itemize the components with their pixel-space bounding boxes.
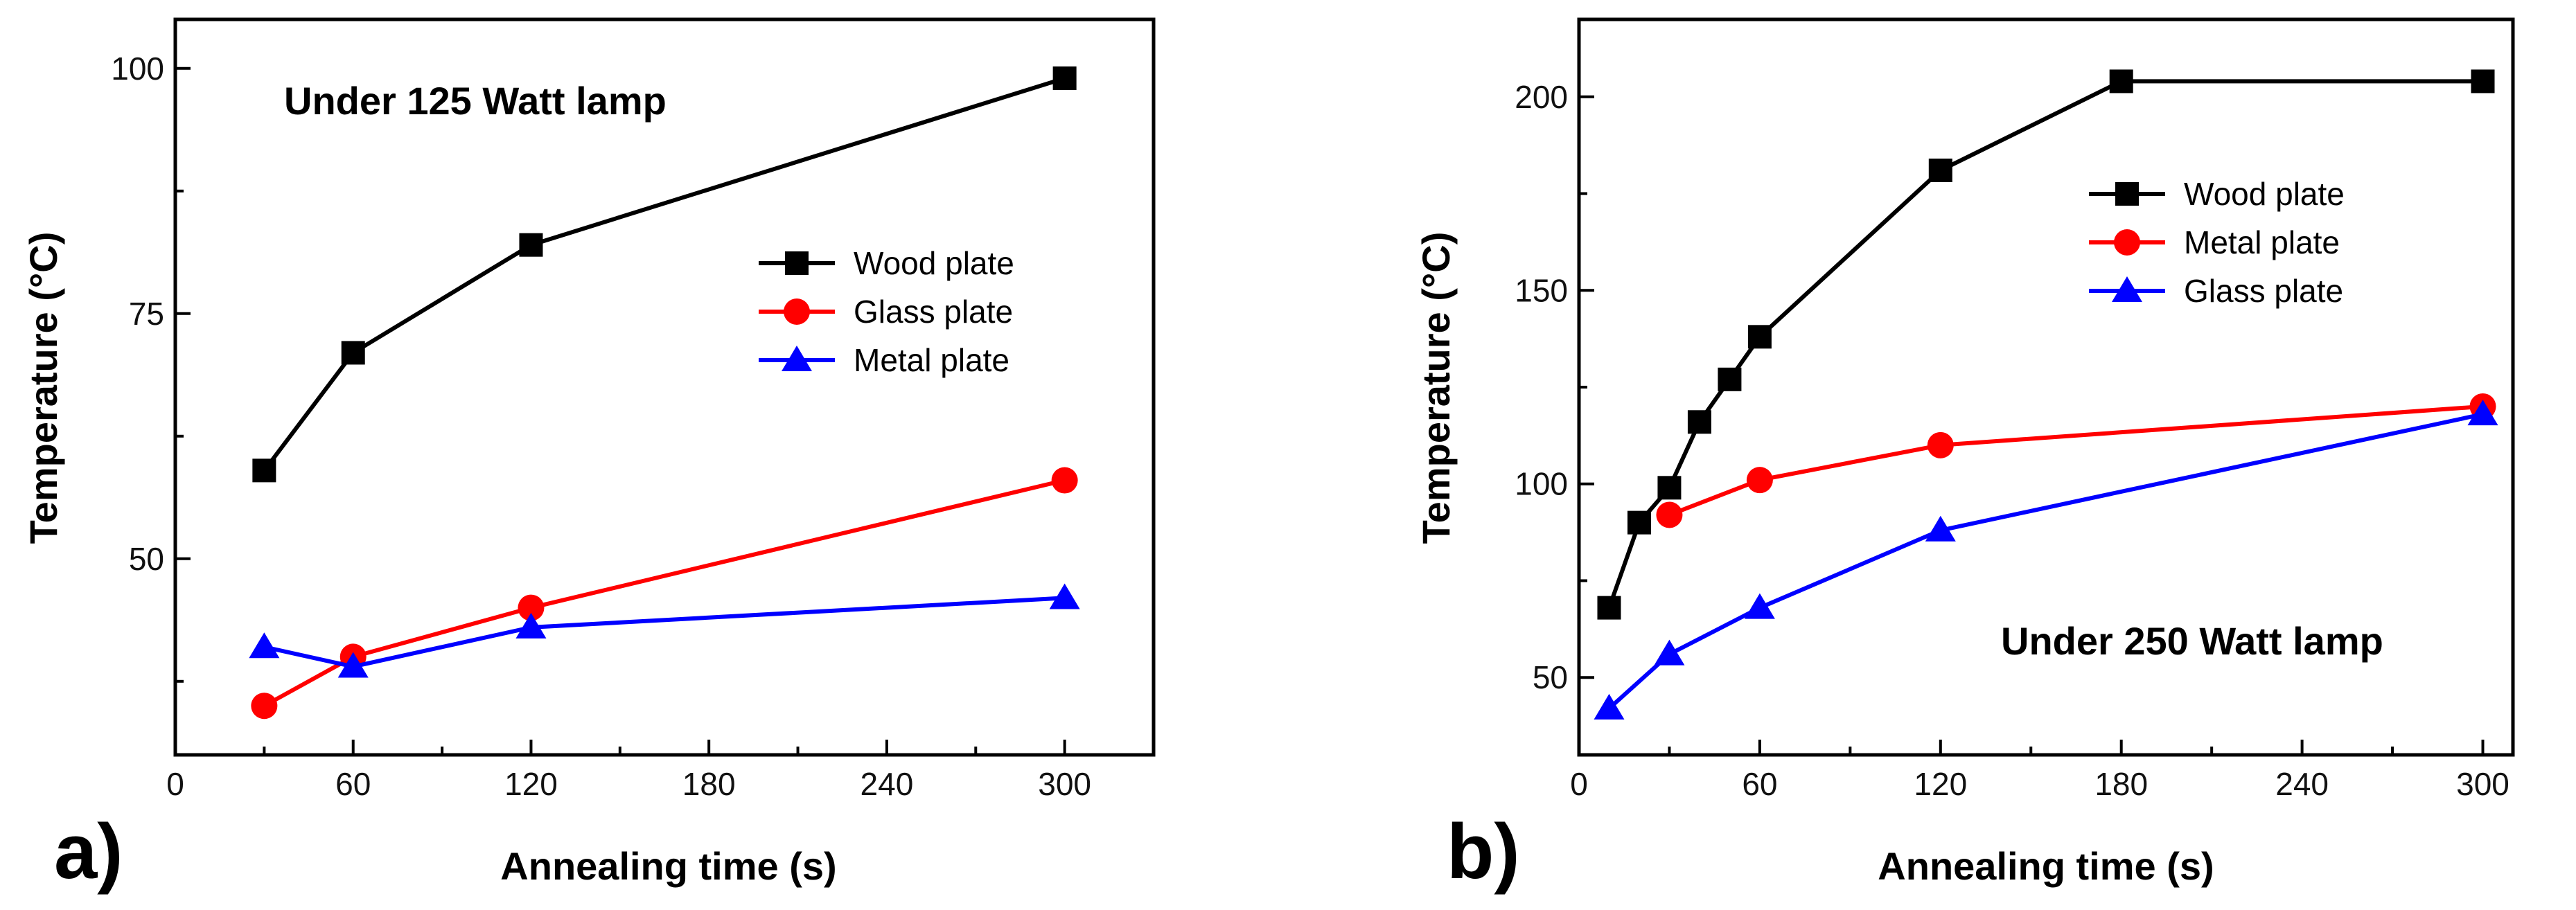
data-point-metal-plate [1049,583,1080,609]
data-point-glass-plate [1051,467,1078,494]
series-line-glass-plate [1607,412,2484,711]
data-point-glass-plate [518,594,545,621]
x-tick-label: 180 [2094,766,2148,802]
data-point-glass-plate [1925,515,1956,542]
x-tick-label: 120 [1914,766,1967,802]
y-tick-label: 50 [1533,659,1568,695]
legend-marker-triangle [782,346,812,371]
panel-b: b) Under 250 Watt lamp Annealing time (s… [1414,17,2515,895]
series-line-wood-plate [1607,79,2483,609]
legend-label: Wood plate [2184,176,2345,212]
legend: Wood plate Metal plate Glass plate [2089,176,2345,309]
data-point-wood-plate [2109,69,2133,93]
panel-a: a) Under 125 Watt lamp Annealing time (s… [21,17,1156,895]
data-point-metal-plate [337,652,369,678]
legend: Wood plate Glass plate Metal plate [759,245,1014,378]
x-tick-label: 240 [2275,766,2329,802]
legend-item: Metal plate [759,342,1009,378]
panel-label: b) [1447,808,1520,895]
legend-label: Glass plate [2184,273,2343,309]
y-axis-title: Temperature (°C) [1414,232,1458,544]
legend-label: Metal plate [854,342,1009,378]
data-point-glass-plate [1744,593,1775,619]
data-point-glass-plate [1654,639,1685,666]
data-point-wood-plate [1687,410,1711,434]
x-tick-label: 300 [1038,766,1091,802]
legend-marker-square [785,251,809,275]
data-point-wood-plate [341,341,365,365]
legend-item: Metal plate [2089,224,2340,260]
legend-item: Wood plate [759,245,1014,281]
y-tick-label: 200 [1515,79,1568,115]
x-tick-label: 0 [166,766,184,802]
series-line-glass-plate [263,478,1066,708]
series-line-wood-plate [263,76,1066,472]
x-tick-label: 300 [2456,766,2509,802]
data-point-wood-plate [1052,66,1077,90]
legend-item: Wood plate [2089,176,2345,212]
lamp-annotation: Under 125 Watt lamp [284,79,667,123]
legend-marker-triangle [2112,276,2142,302]
axis-ticks: 0 60 120 180 240 300 50 100 150 200 [1515,79,2509,802]
data-point-metal-plate [1927,431,1954,458]
data-point-wood-plate [252,458,276,483]
x-tick-label: 60 [1742,766,1777,802]
legend-item: Glass plate [2089,273,2343,309]
data-point-wood-plate [519,233,543,257]
series-layer [249,66,1080,720]
x-tick-label: 120 [504,766,558,802]
y-tick-label: 50 [129,541,164,577]
y-tick-label: 100 [1515,466,1568,502]
legend-marker-circle [784,298,810,325]
legend-marker-circle [2114,229,2140,256]
series-line-metal-plate [1668,404,2483,517]
data-point-wood-plate [1718,367,1742,391]
panel-label: a) [54,808,123,895]
data-point-wood-plate [1627,510,1651,535]
series-line-metal-plate [263,596,1065,669]
y-tick-label: 75 [129,296,164,332]
legend-label: Metal plate [2184,224,2340,260]
x-tick-label: 60 [335,766,371,802]
data-point-glass-plate [251,693,278,720]
legend-label: Wood plate [854,245,1014,281]
lamp-annotation: Under 250 Watt lamp [2001,619,2383,663]
legend-item: Glass plate [759,294,1013,330]
data-point-wood-plate [1747,325,1772,349]
data-point-glass-plate [1594,693,1625,720]
x-tick-label: 240 [861,766,914,802]
legend-label: Glass plate [854,294,1013,330]
data-point-wood-plate [2471,69,2495,93]
y-tick-label: 150 [1515,272,1568,308]
data-point-wood-plate [1928,158,1952,182]
x-tick-label: 180 [682,766,736,802]
y-axis-title: Temperature (°C) [21,232,65,544]
x-tick-label: 0 [1570,766,1588,802]
series-layer [1594,69,2498,720]
data-point-metal-plate [1746,467,1773,494]
plot-frame [173,17,1156,757]
data-point-wood-plate [1597,596,1621,620]
x-axis-title: Annealing time (s) [500,844,836,888]
axis-ticks: 0 60 120 180 240 300 50 75 100 [111,51,1091,802]
data-point-metal-plate [249,632,280,659]
y-tick-label: 100 [111,51,164,87]
data-point-wood-plate [1657,476,1682,500]
legend-marker-square [2115,182,2139,206]
x-axis-title: Annealing time (s) [1878,844,2214,888]
data-point-metal-plate [515,612,547,639]
data-point-glass-plate [2467,400,2498,426]
data-point-metal-plate [1656,501,1683,528]
